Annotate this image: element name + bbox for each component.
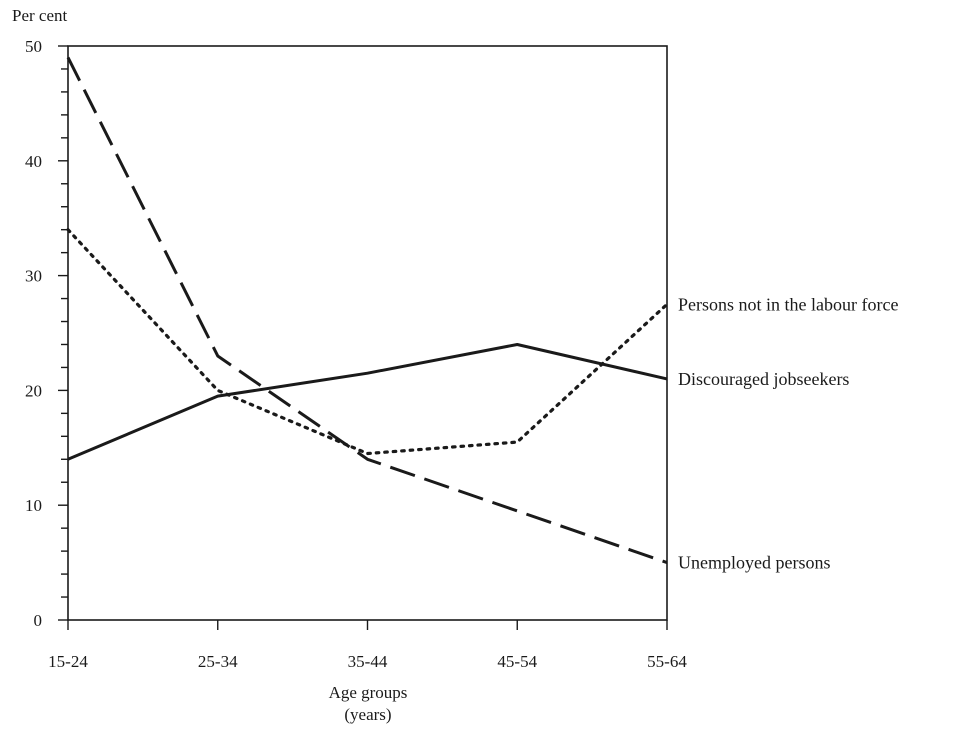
series-label-3: Unemployed persons (678, 553, 830, 573)
plot-border (67, 45, 668, 621)
x-tick-label: 45-54 (497, 652, 537, 671)
y-tick-label: 30 (25, 267, 42, 286)
series-label-2: Discouraged jobseekers (678, 369, 849, 389)
plot-frame (67, 45, 668, 621)
x-tick-label: 35-44 (348, 652, 388, 671)
y-tick-label: 50 (25, 37, 42, 56)
series-lines (66, 56, 669, 565)
series-line-2 (67, 342, 668, 461)
x-axis-title-line-2: (years) (344, 705, 391, 724)
x-tick-label: 15-24 (48, 652, 88, 671)
y-tick-label: 10 (25, 496, 42, 515)
y-axis-title: Per cent (12, 6, 68, 25)
x-axis-title-line-1: Age groups (329, 683, 408, 702)
series-line-3 (66, 56, 668, 565)
y-tick-label: 0 (34, 611, 43, 630)
y-tick-label: 40 (25, 152, 42, 171)
series-labels: Persons not in the labour force Discourag… (678, 294, 898, 572)
series-line-1 (66, 228, 669, 456)
y-tick-label: 20 (25, 381, 42, 400)
series-label-1: Persons not in the labour force (678, 294, 898, 314)
x-tick-label: 25-34 (198, 652, 238, 671)
y-axis: 0 10 20 30 40 50 (25, 37, 68, 630)
x-tick-label: 55-64 (647, 652, 687, 671)
x-axis: 15-24 25-34 35-44 45-54 55-64 (48, 620, 687, 671)
